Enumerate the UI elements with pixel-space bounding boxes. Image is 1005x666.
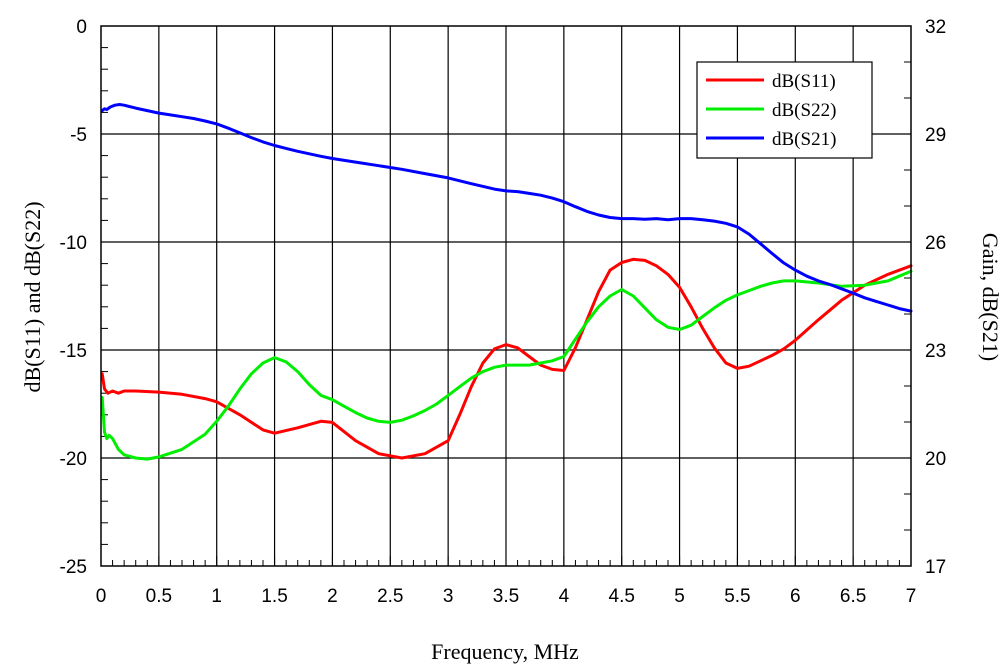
series-line-dbs21	[100, 103, 913, 313]
y-right-tick-label: 26	[925, 233, 946, 254]
y-left-tick-labels: 0 -5 -10 -15 -20 -25	[60, 17, 87, 578]
x-tick-label: 5	[674, 586, 685, 607]
x-tick-label: 6.5	[840, 586, 866, 607]
y-left-axis-title: dB(S11) and dB(S22)	[20, 201, 45, 392]
x-tick-label: 2.5	[377, 586, 403, 607]
y-right-tick-label: 29	[925, 125, 946, 146]
y-right-axis-title: Gain, dB(S21)	[978, 233, 1003, 361]
y-right-tick-label: 23	[925, 341, 946, 362]
x-tick-label: 1	[211, 586, 222, 607]
x-tick-label: 3	[443, 586, 454, 607]
legend-label-dbs21: dB(S21)	[772, 129, 836, 150]
x-tick-label: 4	[559, 586, 570, 607]
y-left-tick-label: 0	[76, 17, 87, 38]
x-tick-label: 1.5	[261, 586, 287, 607]
y-left-tick-label: -10	[60, 233, 87, 254]
x-tick-labels: 0 0.5 1 1.5 2 2.5 3 3.5 4 4.5 5 5.5 6 6.5 7	[96, 586, 917, 607]
x-tick-label: 0.5	[146, 586, 172, 607]
x-tick-label: 0	[96, 586, 107, 607]
legend-label-dbs11: dB(S11)	[772, 71, 836, 92]
x-tick-label: 2	[327, 586, 338, 607]
y-right-tick-labels: 32 29 26 23 20 17	[925, 17, 946, 578]
series-line-dbs22	[100, 269, 913, 461]
y-left-tick-label: -5	[70, 125, 87, 146]
y-right-tick-label: 20	[925, 449, 946, 470]
series-layer	[100, 103, 913, 461]
y-left-tick-label: -25	[60, 557, 87, 578]
legend-label-dbs22: dB(S22)	[772, 100, 836, 121]
legend: dB(S11) dB(S22) dB(S21)	[696, 61, 873, 159]
x-tick-label: 7	[906, 586, 917, 607]
y-right-tick-label: 17	[925, 557, 946, 578]
y-left-tick-label: -20	[60, 449, 87, 470]
series-line-dbs11	[100, 257, 913, 460]
x-tick-label: 3.5	[493, 586, 519, 607]
x-tick-label: 6	[790, 586, 801, 607]
plot-frame	[100, 25, 912, 567]
ticks-layer	[100, 25, 912, 567]
y-right-tick-label: 32	[925, 17, 946, 38]
x-axis-title: Frequency, MHz	[431, 639, 579, 664]
y-left-tick-label: -15	[60, 341, 87, 362]
x-tick-label: 5.5	[724, 586, 750, 607]
x-tick-label: 4.5	[609, 586, 635, 607]
